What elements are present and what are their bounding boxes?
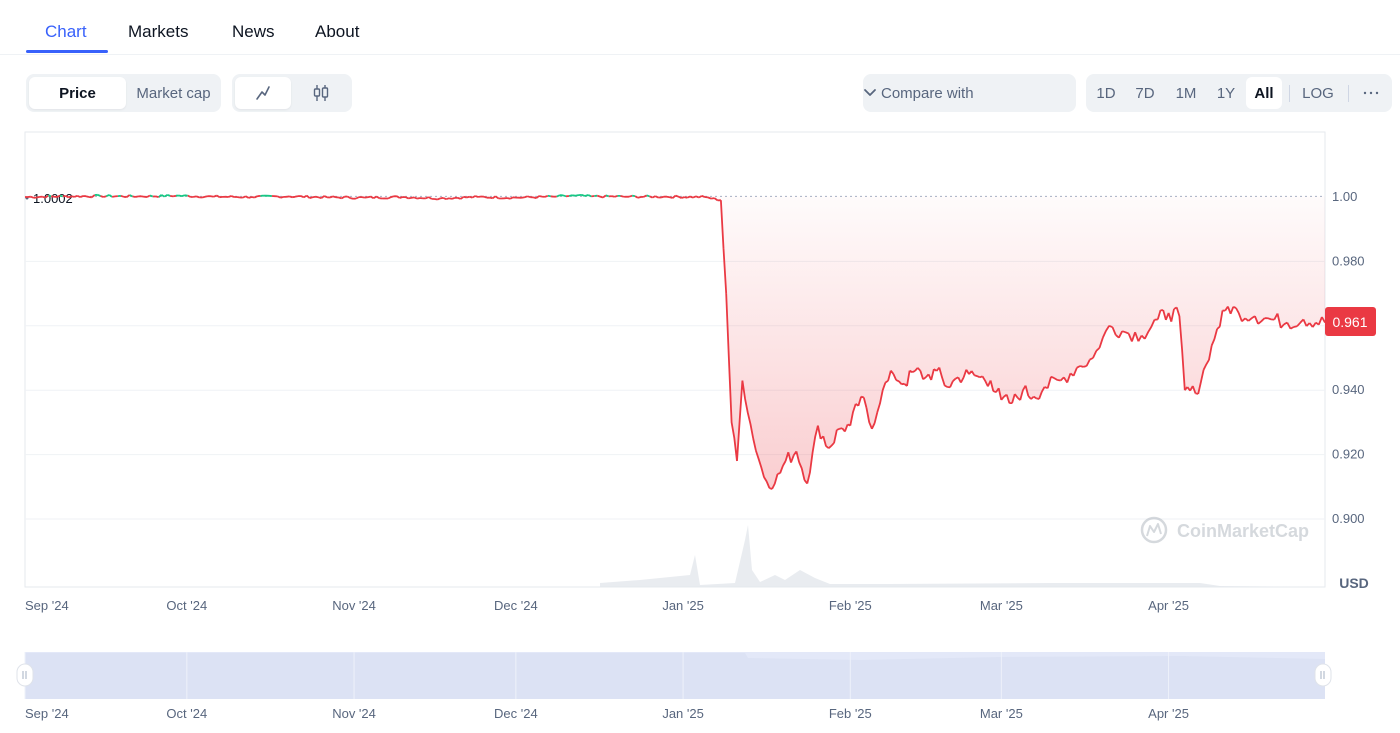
range-1m-button[interactable]: 1M [1175,84,1197,102]
tab-markets[interactable]: Markets [128,22,189,41]
navigator-tick-label: Nov '24 [332,706,376,721]
x-tick-label: Mar '25 [980,598,1023,613]
tab-about[interactable]: About [315,22,360,41]
more-options-button[interactable] [1354,77,1388,109]
x-tick-label: Dec '24 [494,598,538,613]
navigator-handle-right[interactable] [1314,663,1332,687]
currency-label: USD [1339,575,1369,591]
range-divider [1289,85,1290,102]
chevron-down-icon [864,89,876,96]
coinmarketcap-logo-icon [1140,516,1168,544]
navigator-tick-label: Mar '25 [980,706,1023,721]
tab-chart[interactable]: Chart [45,22,87,41]
open-price-label: 1.0002 [33,191,73,206]
x-axis: Sep '24 Oct '24 Nov '24 Dec '24 Jan '25 Feb '… [25,598,1189,613]
price-area-fill [25,196,1325,489]
y-tick-label: 1.00 [1332,189,1357,204]
range-all-button[interactable]: All [1246,77,1282,109]
chart-type-toggle [232,74,352,112]
line-chart-icon [256,86,270,100]
x-tick-label: Apr '25 [1148,598,1189,613]
current-price-label: 0.961 [1332,314,1367,330]
range-navigator[interactable] [16,652,1332,699]
metric-toggle: Price Market cap [26,74,221,112]
navigator-tick-label: Jan '25 [662,706,704,721]
navigator-tick-label: Oct '24 [166,706,207,721]
x-tick-label: Feb '25 [829,598,872,613]
y-tick-label: 0.940 [1332,382,1365,397]
time-range-selector: 1D 7D 1M 1Y All LOG [1086,74,1392,112]
current-price-badge [1325,307,1376,336]
x-tick-label: Sep '24 [25,598,69,613]
candlestick-icon [313,85,329,101]
tab-news[interactable]: News [232,22,275,41]
navigator-tick-label: Dec '24 [494,706,538,721]
log-scale-button[interactable]: LOG [1302,84,1334,102]
range-7d-button[interactable]: 7D [1135,84,1155,102]
top-tabs: Chart Markets News About [0,0,1400,55]
price-button[interactable]: Price [29,77,126,109]
range-divider [1348,85,1349,102]
market-cap-button[interactable]: Market cap [136,84,211,102]
compare-with-dropdown[interactable]: Compare with [863,74,1076,112]
y-tick-label: 0.920 [1332,447,1365,462]
compare-with-label: Compare with [881,84,974,102]
active-tab-underline [26,50,108,53]
price-line-down [25,194,1326,490]
volume-bars [480,525,1325,587]
y-tick-label: 0.980 [1332,253,1365,268]
coinmarketcap-watermark: CoinMarketCap [1140,516,1309,544]
range-1d-button[interactable]: 1D [1096,84,1116,102]
candlestick-button[interactable] [293,77,349,109]
navigator-tick-label: Apr '25 [1148,706,1189,721]
range-1y-button[interactable]: 1Y [1216,84,1236,102]
navigator-handle-left[interactable] [16,663,34,687]
navigator-x-axis: Sep '24 Oct '24 Nov '24 Dec '24 Jan '25 Feb '… [25,706,1189,721]
line-chart-button[interactable] [235,77,291,109]
watermark-text: CoinMarketCap [1177,521,1309,541]
current-price-tag: 0.961 [1325,307,1376,336]
x-tick-label: Jan '25 [662,598,704,613]
navigator-tick-label: Sep '24 [25,706,69,721]
x-tick-label: Oct '24 [166,598,207,613]
y-tick-label: 0.900 [1332,511,1365,526]
x-tick-label: Nov '24 [332,598,376,613]
navigator-tick-label: Feb '25 [829,706,872,721]
more-horizontal-icon [1363,91,1379,95]
price-line-up [47,193,650,198]
